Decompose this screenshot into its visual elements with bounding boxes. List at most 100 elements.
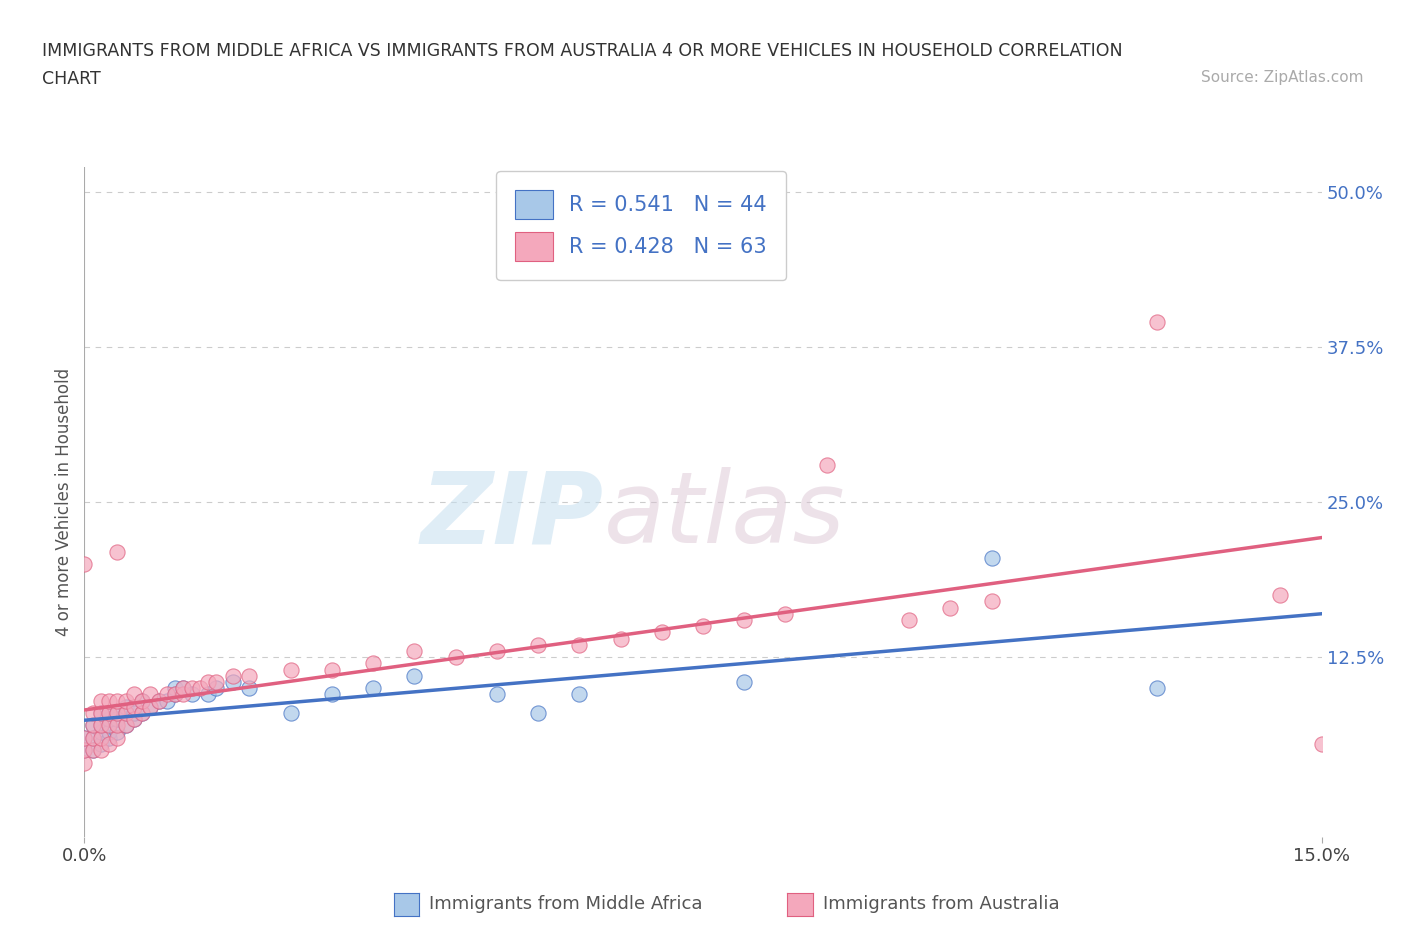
Point bbox=[90, 706, 112, 721]
Point bbox=[238, 681, 260, 696]
Point bbox=[775, 606, 797, 621]
Point bbox=[1146, 681, 1168, 696]
Y-axis label: 4 or more Vehicles in Household: 4 or more Vehicles in Household bbox=[55, 368, 73, 636]
Point bbox=[82, 706, 104, 721]
Point bbox=[98, 706, 121, 721]
Point bbox=[90, 737, 112, 751]
Point bbox=[98, 724, 121, 739]
Point bbox=[105, 693, 128, 708]
Point bbox=[280, 706, 302, 721]
Point bbox=[156, 693, 179, 708]
Point bbox=[98, 693, 121, 708]
Point bbox=[815, 458, 838, 472]
Text: CHART: CHART bbox=[42, 70, 101, 87]
Text: ZIP: ZIP bbox=[420, 467, 605, 565]
Point bbox=[527, 637, 550, 652]
Point bbox=[90, 724, 112, 739]
Point bbox=[139, 699, 162, 714]
Point bbox=[114, 718, 136, 733]
Point bbox=[980, 594, 1002, 609]
Point bbox=[122, 711, 145, 726]
Point bbox=[98, 737, 121, 751]
Point bbox=[205, 681, 228, 696]
Point bbox=[156, 687, 179, 702]
Point bbox=[165, 681, 187, 696]
Point bbox=[90, 718, 112, 733]
Point bbox=[105, 706, 128, 721]
Point bbox=[90, 743, 112, 758]
Point bbox=[82, 743, 104, 758]
Legend: R = 0.541   N = 44, R = 0.428   N = 63: R = 0.541 N = 44, R = 0.428 N = 63 bbox=[496, 171, 786, 280]
Point bbox=[321, 687, 343, 702]
Point bbox=[188, 681, 211, 696]
Point bbox=[485, 687, 508, 702]
Point bbox=[73, 743, 96, 758]
Point bbox=[280, 662, 302, 677]
Point bbox=[90, 718, 112, 733]
Point bbox=[131, 693, 153, 708]
Point bbox=[105, 718, 128, 733]
Point bbox=[114, 699, 136, 714]
Point bbox=[73, 730, 96, 745]
Point bbox=[485, 644, 508, 658]
Text: IMMIGRANTS FROM MIDDLE AFRICA VS IMMIGRANTS FROM AUSTRALIA 4 OR MORE VEHICLES IN: IMMIGRANTS FROM MIDDLE AFRICA VS IMMIGRA… bbox=[42, 42, 1123, 60]
Point bbox=[73, 730, 96, 745]
Point bbox=[609, 631, 631, 646]
Point bbox=[172, 681, 194, 696]
Point bbox=[222, 669, 245, 684]
Point bbox=[165, 687, 187, 702]
Point bbox=[404, 644, 426, 658]
Point bbox=[114, 718, 136, 733]
Point bbox=[197, 674, 219, 689]
Point bbox=[114, 693, 136, 708]
Point bbox=[527, 706, 550, 721]
Point bbox=[122, 706, 145, 721]
Point bbox=[222, 674, 245, 689]
Point bbox=[114, 706, 136, 721]
Point bbox=[568, 687, 591, 702]
Point bbox=[98, 706, 121, 721]
Point bbox=[1310, 737, 1333, 751]
Text: Immigrants from Middle Africa: Immigrants from Middle Africa bbox=[429, 895, 703, 913]
Point bbox=[180, 687, 202, 702]
Point bbox=[1270, 588, 1292, 603]
Point bbox=[82, 718, 104, 733]
Point bbox=[122, 711, 145, 726]
Point bbox=[165, 687, 187, 702]
Point bbox=[939, 600, 962, 615]
Text: Immigrants from Australia: Immigrants from Australia bbox=[823, 895, 1059, 913]
Point bbox=[82, 730, 104, 745]
Point bbox=[105, 730, 128, 745]
Point bbox=[148, 693, 170, 708]
Point bbox=[98, 711, 121, 726]
Point bbox=[361, 681, 384, 696]
Point bbox=[361, 656, 384, 671]
Point bbox=[197, 687, 219, 702]
Point bbox=[148, 693, 170, 708]
Point bbox=[90, 730, 112, 745]
Point bbox=[733, 613, 755, 628]
Point bbox=[651, 625, 673, 640]
Point bbox=[139, 687, 162, 702]
Point bbox=[131, 706, 153, 721]
Point bbox=[73, 743, 96, 758]
Point bbox=[1146, 315, 1168, 330]
Point bbox=[131, 693, 153, 708]
Point bbox=[898, 613, 921, 628]
Point bbox=[131, 706, 153, 721]
Point bbox=[73, 557, 96, 572]
Point bbox=[733, 674, 755, 689]
Point bbox=[105, 706, 128, 721]
Text: atlas: atlas bbox=[605, 467, 845, 565]
Point bbox=[122, 687, 145, 702]
Point bbox=[90, 693, 112, 708]
Point bbox=[172, 687, 194, 702]
Point bbox=[444, 650, 467, 665]
Point bbox=[105, 724, 128, 739]
Point bbox=[980, 551, 1002, 565]
Point bbox=[98, 718, 121, 733]
Point bbox=[122, 699, 145, 714]
Point bbox=[404, 669, 426, 684]
Point bbox=[238, 669, 260, 684]
Point bbox=[82, 730, 104, 745]
